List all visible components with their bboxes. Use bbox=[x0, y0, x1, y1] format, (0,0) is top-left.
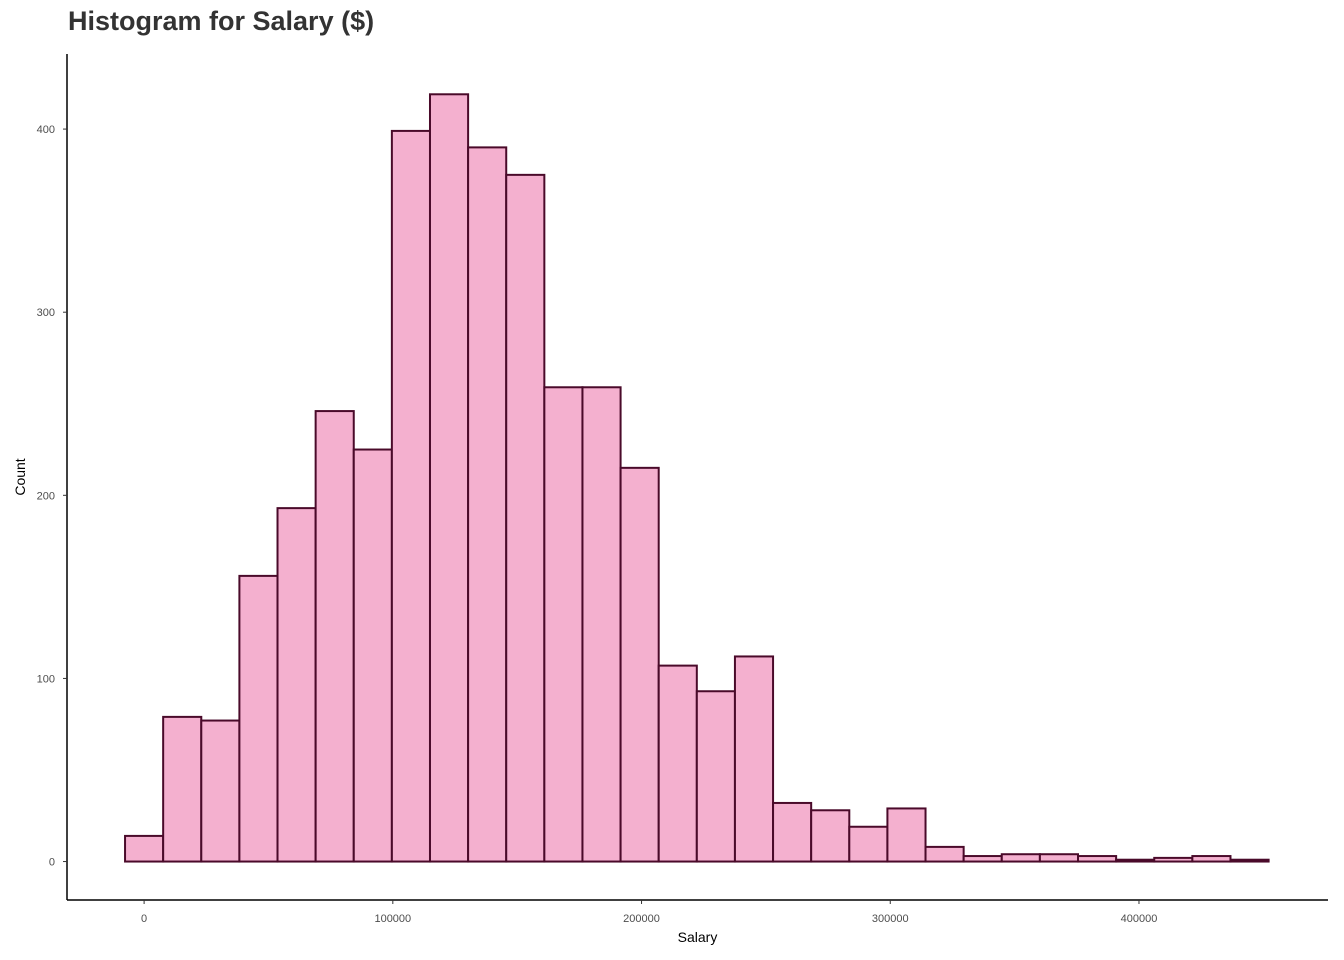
histogram-bar bbox=[314, 410, 355, 863]
histogram-bar bbox=[619, 466, 660, 863]
histogram-bar bbox=[1191, 855, 1232, 863]
y-axis-title: Count bbox=[12, 458, 28, 495]
bars-layer bbox=[124, 93, 1270, 863]
histogram-bar bbox=[848, 825, 889, 863]
chart-title: Histogram for Salary ($) bbox=[68, 6, 375, 36]
x-tick-label: 400000 bbox=[1121, 913, 1158, 925]
histogram-bar bbox=[1000, 853, 1041, 863]
histogram-bar bbox=[962, 855, 1003, 863]
histogram-bar bbox=[1229, 858, 1270, 863]
axes-layer bbox=[66, 54, 1328, 901]
histogram-bar bbox=[162, 715, 203, 863]
histogram-bar bbox=[428, 93, 470, 863]
histogram-bar bbox=[543, 386, 584, 863]
y-tick-label: 400 bbox=[37, 124, 55, 136]
histogram-bar bbox=[695, 690, 736, 863]
histogram-bar bbox=[390, 129, 431, 863]
histogram-bar bbox=[505, 173, 546, 863]
histogram-bar bbox=[467, 146, 508, 863]
histogram-bar bbox=[1153, 856, 1194, 863]
histogram-bar bbox=[772, 801, 813, 863]
histogram-bar bbox=[581, 386, 622, 863]
histogram-bar bbox=[733, 655, 775, 863]
histogram-bar bbox=[924, 845, 965, 863]
x-tick-label: 0 bbox=[141, 913, 147, 925]
x-tick-label: 300000 bbox=[872, 913, 909, 925]
y-tick-label: 300 bbox=[37, 307, 55, 319]
histogram-bar bbox=[886, 807, 927, 863]
histogram-bar bbox=[1077, 855, 1118, 863]
x-tick-label: 100000 bbox=[374, 913, 411, 925]
histogram-bar bbox=[124, 834, 165, 863]
y-tick-label: 100 bbox=[37, 673, 55, 685]
histogram-bar bbox=[238, 574, 279, 863]
histogram-bar bbox=[1115, 858, 1156, 863]
y-tick-label: 0 bbox=[49, 857, 55, 869]
x-tick-label: 200000 bbox=[623, 913, 660, 925]
histogram-bar bbox=[810, 809, 851, 863]
histogram-bar bbox=[1038, 853, 1080, 863]
histogram-bar bbox=[657, 664, 698, 863]
histogram-bar bbox=[200, 719, 241, 863]
x-axis-title: Salary bbox=[678, 929, 718, 945]
histogram-bar bbox=[276, 507, 317, 863]
ticks-layer: 0 100000 200000 300000 400000 0 100 200 300 400 bbox=[37, 124, 1158, 925]
y-tick-label: 200 bbox=[37, 490, 55, 502]
histogram-bar bbox=[352, 448, 393, 863]
